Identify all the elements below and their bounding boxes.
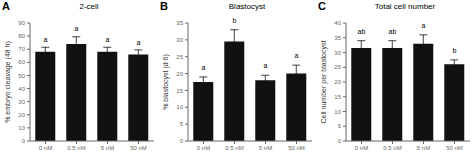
svg-text:60: 60 [18, 59, 25, 65]
svg-text:50 nM: 50 nM [130, 145, 147, 151]
svg-text:a: a [106, 36, 110, 43]
html-text:Total cell number: Total cell number [374, 2, 436, 11]
svg-text:ab: ab [358, 28, 366, 35]
svg-text:0 nM: 0 nM [355, 145, 368, 151]
svg-text:70: 70 [18, 46, 25, 52]
svg-text:50: 50 [18, 73, 25, 79]
svg-text:30: 30 [334, 50, 341, 56]
svg-text:50 nM: 50 nM [288, 145, 305, 151]
svg-text:% blastocyst (d 6): % blastocyst (d 6) [162, 54, 170, 110]
svg-text:b: b [453, 47, 457, 54]
svg-text:10: 10 [176, 104, 183, 110]
svg-text:b: b [233, 17, 237, 24]
svg-text:% embryo cleavage (48 h): % embryo cleavage (48 h) [8, 41, 12, 123]
svg-text:40: 40 [18, 86, 25, 92]
svg-text:20: 20 [18, 112, 25, 118]
svg-text:30: 30 [176, 37, 183, 43]
svg-text:0 nM: 0 nM [197, 145, 210, 151]
svg-text:a: a [75, 25, 79, 32]
html-text:Blastocyst: Blastocyst [228, 2, 266, 11]
svg-text:10: 10 [334, 109, 341, 115]
svg-text:90: 90 [18, 20, 25, 26]
svg-text:5 nM: 5 nM [101, 145, 114, 151]
svg-text:5 nM: 5 nM [417, 145, 430, 151]
svg-text:a: a [295, 52, 299, 59]
svg-text:0: 0 [180, 138, 184, 144]
svg-text:80: 80 [18, 33, 25, 39]
svg-text:25: 25 [334, 64, 341, 70]
html-text:C: C [318, 0, 326, 12]
svg-text:a: a [137, 39, 141, 46]
svg-text:0.5 nM: 0.5 nM [383, 145, 401, 151]
html-text:A: A [2, 0, 10, 12]
svg-text:35: 35 [334, 35, 341, 41]
svg-text:50 nM: 50 nM [446, 145, 463, 151]
svg-text:a: a [422, 22, 426, 29]
svg-text:0.5 nM: 0.5 nM [67, 145, 85, 151]
svg-text:5 nM: 5 nM [259, 145, 272, 151]
svg-text:a: a [202, 64, 206, 71]
svg-text:35: 35 [176, 20, 183, 26]
svg-text:0: 0 [22, 138, 26, 144]
svg-text:ab: ab [389, 28, 397, 35]
svg-text:40: 40 [334, 20, 341, 26]
svg-text:0.5 nM: 0.5 nM [225, 145, 243, 151]
svg-text:15: 15 [176, 88, 183, 94]
svg-text:a: a [264, 62, 268, 69]
html-text:B: B [160, 0, 168, 12]
svg-text:0 nM: 0 nM [39, 145, 52, 151]
svg-text:5: 5 [338, 123, 342, 129]
svg-text:20: 20 [334, 79, 341, 85]
svg-text:15: 15 [334, 94, 341, 100]
svg-text:5: 5 [180, 121, 184, 127]
svg-text:Cell number per blastocyst: Cell number per blastocyst [320, 41, 328, 124]
svg-text:0: 0 [338, 138, 342, 144]
svg-text:a: a [44, 36, 48, 43]
svg-text:10: 10 [18, 125, 25, 131]
svg-text:20: 20 [176, 71, 183, 77]
svg-text:25: 25 [176, 54, 183, 60]
svg-text:30: 30 [18, 99, 25, 105]
html-text:2-cell: 2-cell [79, 2, 99, 11]
